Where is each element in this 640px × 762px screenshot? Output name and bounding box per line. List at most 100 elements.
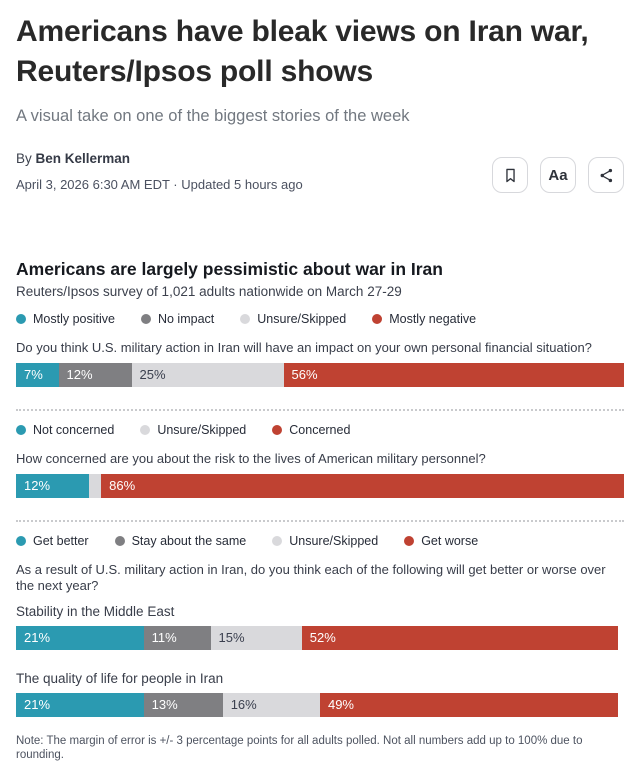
legend-item: Get worse [404,534,478,548]
legend-swatch [404,536,415,546]
legend-row: Mostly positive No impact Unsure/Skipped Mo… [16,312,624,326]
legend-swatch [272,425,283,435]
bar-segment: 11% [143,626,211,650]
legend-swatch [16,425,26,435]
dateline: April 3, 2026 6:30 AM EDT [16,177,170,192]
segment-value-label: 16% [230,697,257,712]
headline: Americans have bleak views on Iran war, … [16,15,589,88]
poll-question: Do you think U.S. military action in Ira… [16,340,592,355]
bar-segment [88,474,102,498]
chart-subtitle: Reuters/Ipsos survey of 1,021 adults nat… [16,284,402,299]
legend-label: Unsure/Skipped [157,423,247,437]
legend-swatch [16,536,26,546]
article-date: April 3, 2026 6:30 AM EDT · Updated 5 ho… [16,177,303,193]
segment-value-label: 12% [24,478,51,493]
legend-label: Mostly positive [33,312,115,326]
legend-label: Not concerned [33,423,115,437]
chart-section: Americans are largely pessimistic about … [0,259,640,762]
legend-label: Mostly negative [389,312,477,326]
segment-value-label: 56% [291,367,318,382]
byline: By Ben Kellerman [16,150,303,167]
segment-value-label: 25% [139,367,166,382]
legend-item: Unsure/Skipped [272,534,378,548]
legend-item: Stay about the same [114,534,247,548]
legend-swatch [16,314,26,324]
legend-label: Unsure/Skipped [257,312,347,326]
text-size-label: Aa [548,166,568,184]
legend-swatch [140,425,151,435]
legend-swatch [372,314,383,324]
legend-item: Mostly positive [16,312,115,326]
legend-label: No impact [157,312,215,326]
legend-swatch [114,536,125,546]
bar-label: The quality of life for people in Iran [16,671,224,686]
legend-row: Get better Stay about the same Unsure/Skip… [16,534,624,548]
text-size-button[interactable]: Aa [540,157,576,193]
legend-row: Not concerned Unsure/Skipped Concerned [16,423,624,437]
segment-value-label: 49% [327,697,354,712]
legend-item: Get better [16,534,89,548]
legend-swatch [240,314,251,324]
legend-label: Get better [33,534,89,548]
article-subtitle: A visual take on one of the biggest stor… [16,107,410,125]
bar-wrap: The quality of life for people in Iran 21… [16,671,624,717]
bar-wrap: 12% 86% [16,474,624,498]
segment-value-label: 15% [218,630,245,645]
legend-swatch [140,314,151,324]
segment-value-label: 86% [109,478,136,493]
bar-label: Stability in the Middle East [16,604,175,619]
bar-segment: 13% [143,693,223,717]
legend-label: Stay about the same [131,534,247,548]
segment-value-label: 13% [151,697,178,712]
bar-segment: 56% [283,363,624,387]
legend-label: Unsure/Skipped [289,534,379,548]
dotted-separator [16,409,624,411]
legend-label: Concerned [289,423,351,437]
article-actions: Aa [492,157,624,193]
bar-wrap: Stability in the Middle East 21% 11% 15% 52% [16,604,624,650]
legend-swatch [272,536,283,546]
segment-value-label: 21% [24,630,51,645]
share-icon [598,167,615,184]
updated-label: Updated 5 hours ago [181,177,303,192]
bookmark-button[interactable] [492,157,528,193]
dotted-separator [16,520,624,522]
bar-segment: 12% [58,363,132,387]
author-name[interactable]: Ben Kellerman [35,151,131,166]
stacked-bar: 12% 86% [16,474,624,498]
bar-wrap: 7% 12% 25% 56% [16,363,624,387]
legend-item: Unsure/Skipped [240,312,346,326]
bar-segment: 15% [210,626,302,650]
share-button[interactable] [588,157,624,193]
stacked-bar: 21% 11% 15% 52% [16,626,624,650]
segment-value-label: 12% [66,367,93,382]
segment-value-label: 21% [24,697,51,712]
byline-row: By Ben Kellerman April 3, 2026 6:30 AM E… [16,150,624,193]
poll-question: How concerned are you about the risk to … [16,451,486,466]
article-header: Americans have bleak views on Iran war, … [0,0,640,193]
chart-title: Americans are largely pessimistic about … [16,259,443,279]
bar-segment: 16% [222,693,320,717]
chart-groups: Mostly positive No impact Unsure/Skipped Mo… [16,312,624,717]
segment-value-label: 52% [309,630,336,645]
byline-prefix: By [16,151,36,166]
bar-segment: 7% [16,363,59,387]
legend-item: No impact [140,312,215,326]
legend-item: Not concerned [16,423,114,437]
bar-segment: 21% [16,693,144,717]
bar-segment: 49% [319,693,618,717]
bar-segment: 52% [301,626,618,650]
legend-item: Mostly negative [372,312,476,326]
date-separator: · [169,177,182,192]
segment-value-label: 11% [151,630,177,645]
legend-label: Get worse [421,534,479,548]
segment-value-label: 7% [24,367,43,382]
chart-note: Note: The margin of error is +/- 3 perce… [16,735,583,761]
poll-question: As a result of U.S. military action in I… [16,562,606,593]
stacked-bar: 7% 12% 25% 56% [16,363,624,387]
bar-segment: 25% [131,363,284,387]
bar-segment: 86% [101,474,624,498]
byline-column: By Ben Kellerman April 3, 2026 6:30 AM E… [16,150,303,193]
bar-segment: 12% [16,474,89,498]
